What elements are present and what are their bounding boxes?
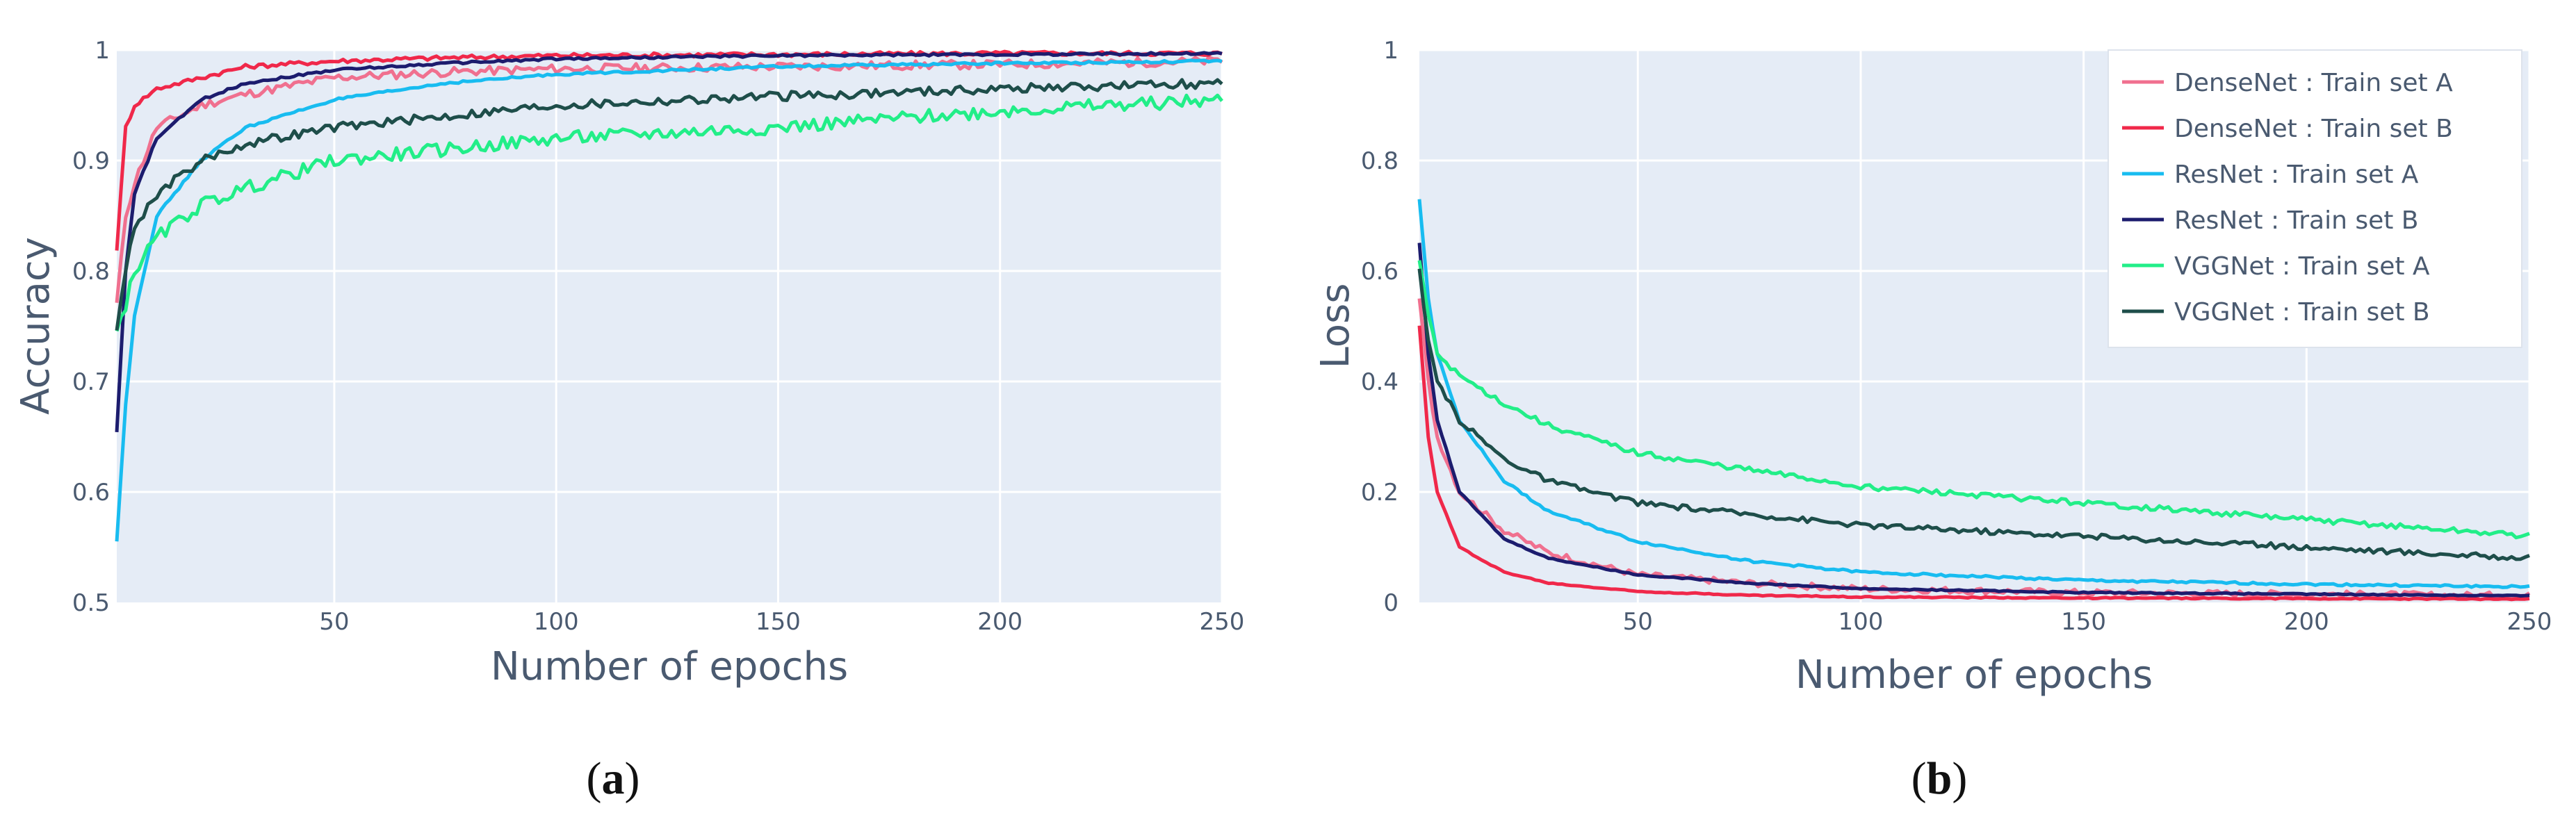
- series-line-densenet-train-set-b: [1417, 325, 2530, 602]
- y-tick-label: 0.2: [1361, 479, 1399, 507]
- legend-label-vggnet-train-set-a: VGGNet : Train set A: [2174, 252, 2430, 281]
- loss-chart-legend: DenseNet : Train set A DenseNet : Train s…: [2108, 49, 2522, 348]
- legend-box: [2108, 49, 2522, 348]
- y-tick-label: 0.6: [1361, 258, 1399, 286]
- legend-label-densenet-train-set-b: DenseNet : Train set B: [2174, 115, 2453, 143]
- caption-a-close: ): [625, 753, 640, 804]
- legend-label-resnet-train-set-b: ResNet : Train set B: [2174, 206, 2419, 235]
- y-tick-label: 0.4: [1361, 368, 1399, 396]
- x-tick-label: 250: [1200, 608, 1245, 636]
- loss-x-axis-title: Number of epochs: [1795, 652, 2153, 698]
- accuracy-x-axis-title: Number of epochs: [491, 644, 848, 689]
- x-tick-label: 200: [977, 608, 1022, 636]
- accuracy-plot-background: [117, 50, 1222, 602]
- x-tick-label: 150: [756, 608, 801, 636]
- caption-b-open: (: [1911, 753, 1927, 804]
- legend-label-resnet-train-set-a: ResNet : Train set A: [2174, 161, 2419, 189]
- y-tick-label: 0.9: [72, 147, 110, 175]
- caption-a-letter: a: [602, 753, 625, 804]
- caption-b-close: ): [1952, 753, 1967, 804]
- x-tick-label: 50: [1623, 608, 1653, 636]
- series-line-resnet-train-set-b: [1417, 243, 2530, 598]
- caption-a-open: (: [587, 753, 602, 804]
- x-tick-label: 50: [319, 608, 349, 636]
- legend-label-vggnet-train-set-b: VGGNet : Train set B: [2174, 298, 2430, 327]
- legend-label-densenet-train-set-a: DenseNet : Train set A: [2174, 69, 2453, 97]
- x-tick-label: 100: [534, 608, 579, 636]
- accuracy-y-axis-title: Accuracy: [13, 237, 58, 415]
- y-tick-label: 0.5: [72, 589, 110, 617]
- y-tick-label: 1: [1383, 37, 1399, 65]
- y-tick-label: 0: [1383, 589, 1399, 617]
- series-line-densenet-train-set-a: [115, 55, 1223, 304]
- y-tick-label: 0.8: [1361, 147, 1399, 175]
- loss-chart-panel: 50 100 150 200 250 0 0.2 0.4 0.6 0.8 1 Number of …: [1313, 37, 2552, 698]
- x-tick-label: 100: [1838, 608, 1883, 636]
- loss-y-axis-title: Loss: [1313, 283, 1358, 369]
- series-line-resnet-train-set-a: [115, 58, 1223, 542]
- series-line-resnet-train-set-a: [1417, 199, 2530, 589]
- series-line-vggnet-train-set-a: [115, 93, 1223, 332]
- x-tick-label: 150: [2061, 608, 2106, 636]
- x-tick-label: 250: [2507, 608, 2552, 636]
- series-line-vggnet-train-set-b: [115, 78, 1223, 331]
- series-line-vggnet-train-set-a: [1417, 260, 2530, 540]
- series-line-resnet-train-set-b: [115, 51, 1223, 433]
- y-tick-label: 0.8: [72, 258, 110, 286]
- y-tick-label: 0.6: [72, 479, 110, 507]
- y-tick-label: 0.7: [72, 368, 110, 396]
- series-line-vggnet-train-set-b: [1417, 268, 2530, 561]
- x-tick-label: 200: [2284, 608, 2329, 636]
- y-tick-label: 1: [95, 37, 110, 65]
- caption-b-letter: b: [1927, 753, 1953, 804]
- caption-b: (b): [1911, 753, 1968, 804]
- caption-a: (a): [587, 753, 640, 804]
- accuracy-chart-panel: 50 100 150 200 250 0.5 0.6 0.7 0.8 0.9 1 Number o…: [13, 37, 1244, 689]
